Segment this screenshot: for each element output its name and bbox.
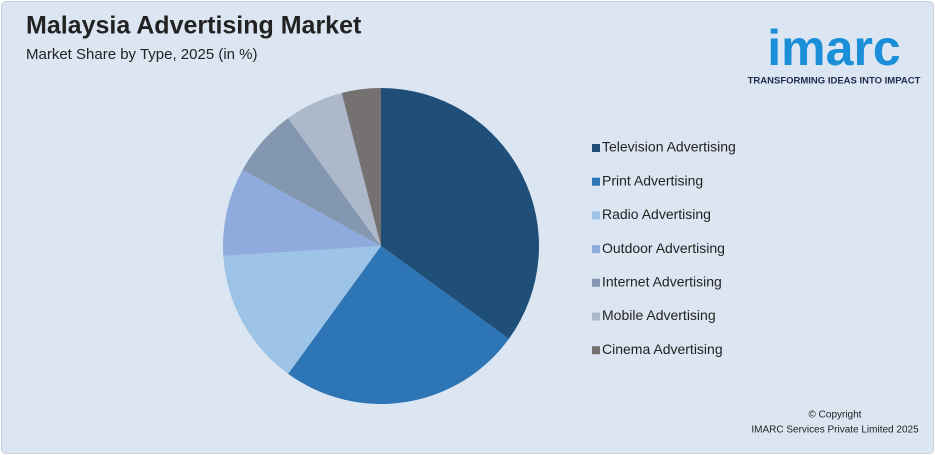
pie-slice xyxy=(288,246,509,404)
pie-slice xyxy=(223,169,381,256)
pie-slice xyxy=(288,92,381,246)
legend-label: Radio Advertising xyxy=(602,206,711,222)
legend-label: Television Advertising xyxy=(602,139,736,155)
legend-swatch xyxy=(592,144,600,152)
pie-slice xyxy=(223,246,381,374)
pie-slice xyxy=(381,88,539,339)
copyright: © Copyright xyxy=(809,410,862,421)
legend-label: Print Advertising xyxy=(602,172,703,188)
legend-swatch xyxy=(592,312,600,321)
legend-swatch xyxy=(592,245,600,254)
legend-swatch xyxy=(592,346,600,355)
logo-name: imarc xyxy=(767,20,900,76)
logo-tagline: TRANSFORMING IDEAS INTO IMPACT xyxy=(748,76,921,87)
chart-title: Malaysia Advertising Market xyxy=(26,12,362,40)
pie-slice xyxy=(341,88,381,246)
chart-subtitle: Market Share by Type, 2025 (in %) xyxy=(26,46,258,63)
legend-swatch xyxy=(592,177,600,186)
legend-label: Mobile Advertising xyxy=(602,307,716,323)
legend-label: Internet Advertising xyxy=(602,274,722,290)
company: IMARC Services Private Limited 2025 xyxy=(751,425,919,436)
legend-swatch xyxy=(592,278,600,287)
legend-label: Outdoor Advertising xyxy=(602,240,725,256)
legend-swatch xyxy=(592,211,600,220)
pie-slice xyxy=(242,118,381,246)
legend-label: Cinema Advertising xyxy=(602,341,723,357)
